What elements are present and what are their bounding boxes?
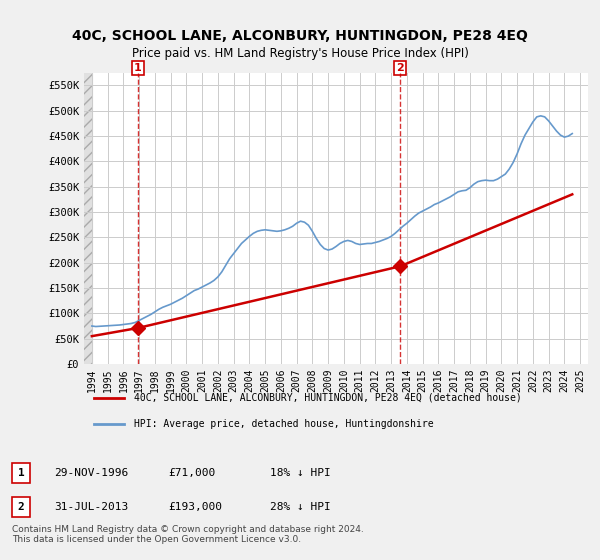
Text: Price paid vs. HM Land Registry's House Price Index (HPI): Price paid vs. HM Land Registry's House … [131,46,469,60]
Text: 31-JUL-2013: 31-JUL-2013 [54,502,128,512]
Text: 1: 1 [17,468,25,478]
Text: Contains HM Land Registry data © Crown copyright and database right 2024.
This d: Contains HM Land Registry data © Crown c… [12,525,364,544]
Text: 2: 2 [17,502,25,512]
Text: £71,000: £71,000 [168,468,215,478]
Bar [84,73,92,364]
Text: £193,000: £193,000 [168,502,222,512]
Text: 40C, SCHOOL LANE, ALCONBURY, HUNTINGDON, PE28 4EQ: 40C, SCHOOL LANE, ALCONBURY, HUNTINGDON,… [72,29,528,44]
Text: 40C, SCHOOL LANE, ALCONBURY, HUNTINGDON, PE28 4EQ (detached house): 40C, SCHOOL LANE, ALCONBURY, HUNTINGDON,… [134,393,522,403]
Text: 28% ↓ HPI: 28% ↓ HPI [270,502,331,512]
Text: 2: 2 [397,63,404,73]
Bar [84,73,92,364]
Text: 29-NOV-1996: 29-NOV-1996 [54,468,128,478]
Text: 1: 1 [134,63,142,73]
Text: HPI: Average price, detached house, Huntingdonshire: HPI: Average price, detached house, Hunt… [134,419,434,429]
Text: 18% ↓ HPI: 18% ↓ HPI [270,468,331,478]
